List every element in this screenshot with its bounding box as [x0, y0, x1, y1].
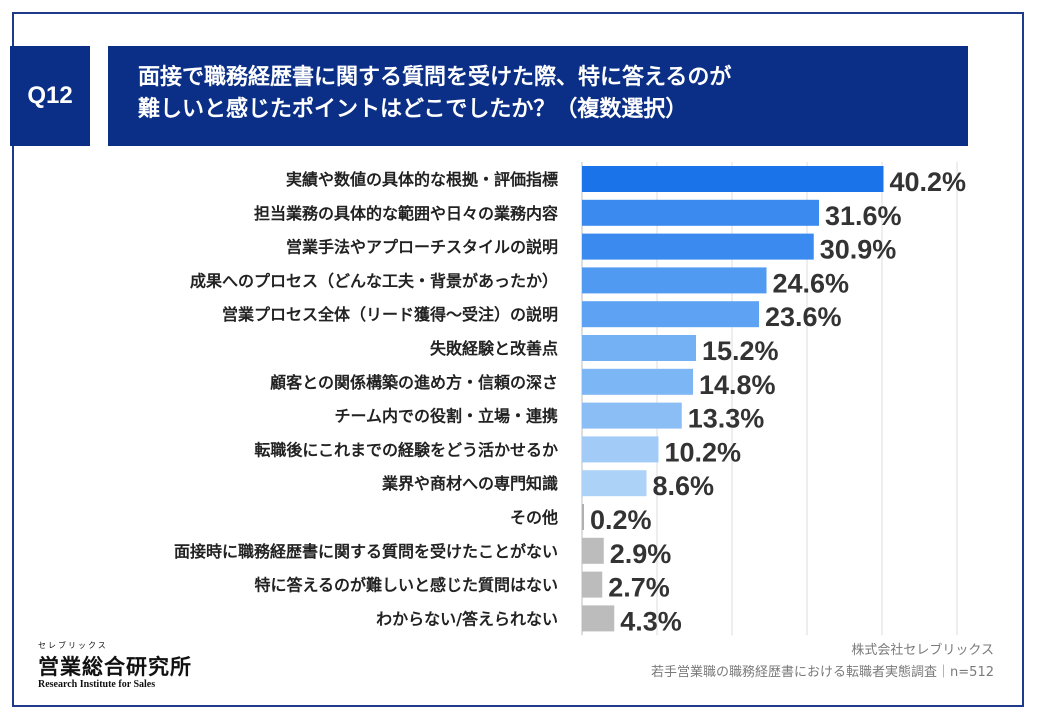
value-label: 40.2%	[890, 167, 967, 197]
bar	[582, 470, 647, 497]
category-label: 特に答えるのが難しいと感じた質問はない	[254, 576, 558, 595]
value-label: 24.6%	[773, 268, 850, 298]
source-note: 株式会社セレブリックス 若手営業職の職務経歴書における転職者実態調査｜n=512	[651, 640, 994, 684]
value-label: 14.8%	[699, 370, 776, 400]
category-label: 営業手法やアプローチスタイルの説明	[286, 238, 558, 257]
category-label: 担当業務の具体的な範囲や日々の業務内容	[254, 204, 558, 223]
bar	[582, 199, 819, 226]
category-label: 面接時に職務経歴書に関する質問を受けたことがない	[174, 542, 558, 561]
logo: セレブリックス 営業総合研究所 Research Institute for S…	[38, 640, 238, 695]
bar	[582, 504, 584, 530]
bar	[582, 301, 759, 328]
bar	[582, 233, 814, 260]
survey-info: 若手営業職の職務経歴書における転職者実態調査｜n=512	[651, 665, 994, 680]
bar	[582, 571, 603, 598]
category-label: 転職後にこれまでの経験をどう活かせるか	[254, 440, 558, 459]
company-name: 株式会社セレブリックス	[851, 643, 994, 658]
bar	[582, 335, 696, 361]
bar	[582, 166, 884, 192]
value-label: 2.7%	[608, 573, 670, 603]
value-label: 10.2%	[665, 437, 742, 467]
bar	[582, 368, 693, 395]
value-label: 2.9%	[610, 539, 672, 569]
category-label: 業界や商材への専門知識	[381, 474, 558, 493]
logo-english: Research Institute for Sales	[38, 679, 156, 690]
bar	[582, 605, 615, 632]
question-title-box: 面接で職務経歴書に関する質問を受けた際、特に答えるのが 難しいと感じたポイントは…	[108, 46, 968, 146]
value-label: 23.6%	[765, 302, 842, 332]
value-label: 0.2%	[590, 505, 652, 535]
question-title-line-2: 難しいと感じたポイントはどこでしたか？（複数選択）	[138, 97, 688, 122]
category-label: 成果へのプロセス（どんな工夫・背景があったか）	[190, 271, 558, 290]
bar	[582, 402, 682, 429]
value-label: 4.3%	[620, 606, 682, 636]
value-label: 15.2%	[702, 336, 779, 366]
question-tag: Q12	[10, 46, 90, 146]
bar	[582, 537, 604, 564]
bar	[582, 267, 767, 294]
value-label: 30.9%	[820, 235, 897, 265]
category-label: 失敗経験と改善点	[430, 339, 558, 358]
value-label: 8.6%	[653, 471, 715, 501]
question-title-line-1: 面接で職務経歴書に関する質問を受けた際、特に答えるのが	[138, 65, 732, 90]
logo-kana: セレブリックス	[38, 641, 108, 650]
bar	[582, 436, 659, 463]
logo-main: 営業総合研究所	[38, 654, 192, 679]
category-label: 実績や数値の具体的な根拠・評価指標	[286, 170, 558, 189]
category-label: その他	[510, 508, 558, 527]
category-label: わからない/答えられない	[376, 609, 558, 628]
category-label: チーム内での役割・立場・連携	[334, 407, 558, 426]
value-label: 31.6%	[825, 201, 902, 231]
category-label: 顧客との関係構築の進め方・信頼の深さ	[270, 373, 558, 392]
question-tag-label: Q12	[27, 82, 73, 109]
category-label: 営業プロセス全体（リード獲得〜受注）の説明	[222, 305, 558, 324]
value-label: 13.3%	[688, 404, 765, 434]
